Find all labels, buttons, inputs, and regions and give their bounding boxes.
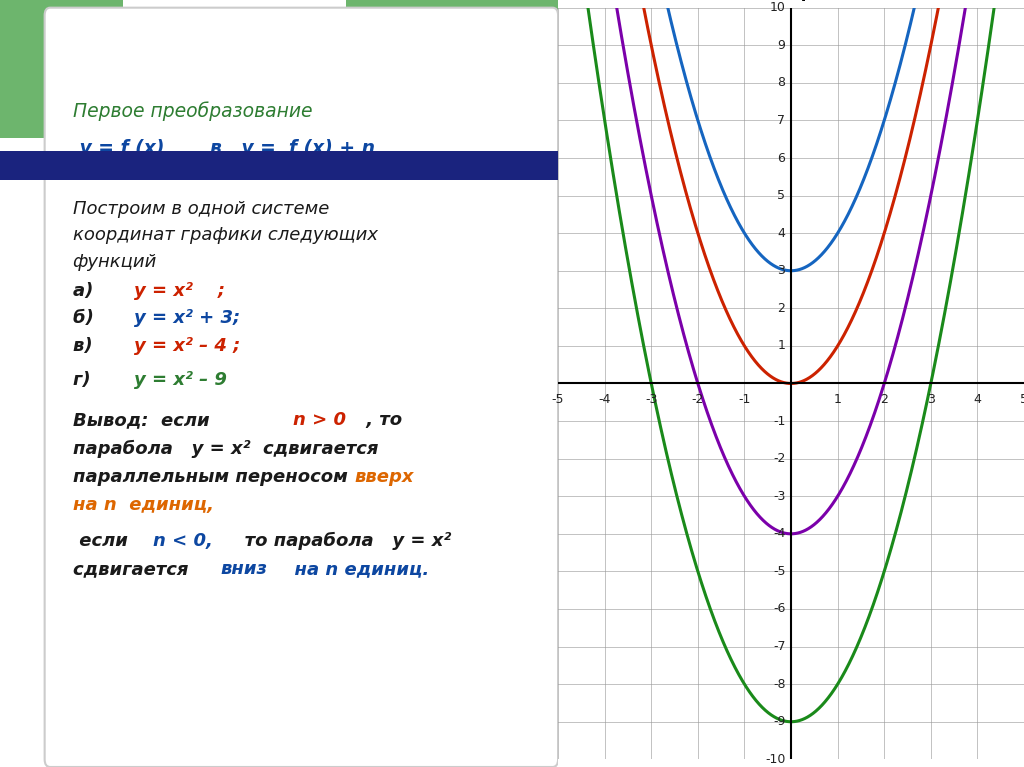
Text: n < 0,: n < 0, (154, 532, 213, 550)
Text: y = f (x)       в   y =  f (x) + n: y = f (x) в y = f (x) + n (73, 140, 375, 158)
Text: а): а) (73, 281, 99, 300)
Text: то парабола   y = х²: то парабола y = х² (226, 532, 452, 550)
Text: -1: -1 (773, 415, 785, 427)
Text: -2: -2 (691, 393, 705, 406)
Text: если: если (73, 532, 134, 550)
Text: 1: 1 (777, 340, 785, 352)
Text: функций: функций (73, 252, 157, 271)
Text: координат графики следующих: координат графики следующих (73, 226, 378, 245)
Text: -5: -5 (773, 565, 785, 578)
Text: n > 0: n > 0 (293, 411, 346, 430)
Text: 1: 1 (834, 393, 842, 406)
Text: в): в) (73, 337, 98, 355)
Text: 4: 4 (777, 227, 785, 239)
Text: 4: 4 (974, 393, 981, 406)
Text: сдвигается: сдвигается (73, 560, 201, 578)
Text: -10: -10 (765, 753, 785, 765)
Text: 8: 8 (777, 77, 785, 89)
Text: -7: -7 (773, 640, 785, 653)
Text: -3: -3 (645, 393, 657, 406)
Text: -2: -2 (773, 453, 785, 465)
Text: -6: -6 (773, 603, 785, 615)
Text: y = x² – 9: y = x² – 9 (134, 371, 226, 390)
Text: -4: -4 (598, 393, 611, 406)
Text: вниз: вниз (220, 560, 267, 578)
Text: на n  единиц,: на n единиц, (73, 496, 214, 515)
Text: на n единиц.: на n единиц. (282, 560, 429, 578)
Text: , то: , то (360, 411, 402, 430)
Text: Построим в одной системе: Построим в одной системе (73, 200, 329, 219)
Text: -8: -8 (773, 678, 785, 690)
Text: y = x²    ;: y = x² ; (134, 281, 225, 300)
Text: г): г) (73, 371, 96, 390)
Text: 5: 5 (1020, 393, 1024, 406)
Text: 7: 7 (777, 114, 785, 127)
Text: вверх: вверх (354, 468, 414, 486)
Text: б): б) (73, 309, 99, 328)
Text: парабола   y = х²  сдвигается: парабола y = х² сдвигается (73, 439, 378, 458)
Text: 2: 2 (777, 302, 785, 314)
Bar (346, 0, 558, 92)
Text: 5: 5 (777, 189, 785, 202)
Text: 9: 9 (777, 39, 785, 51)
Text: -1: -1 (738, 393, 751, 406)
Text: 2: 2 (881, 393, 888, 406)
Bar (0, 0, 123, 138)
Text: 3: 3 (777, 265, 785, 277)
Bar (0, 151, 558, 180)
Text: y = x² + 3;: y = x² + 3; (134, 309, 241, 328)
Text: Первое преобразование: Первое преобразование (73, 101, 312, 121)
Text: 3: 3 (927, 393, 935, 406)
Text: Вывод:  если: Вывод: если (73, 411, 234, 430)
Text: -5: -5 (552, 393, 564, 406)
Text: Y: Y (797, 0, 808, 4)
Text: -4: -4 (773, 528, 785, 540)
Text: параллельным переносом: параллельным переносом (73, 468, 353, 486)
Text: 6: 6 (777, 152, 785, 164)
Text: -3: -3 (773, 490, 785, 502)
Text: y = x² – 4 ;: y = x² – 4 ; (134, 337, 241, 355)
Text: 10: 10 (770, 2, 785, 14)
Text: -9: -9 (773, 716, 785, 728)
FancyBboxPatch shape (45, 8, 558, 767)
